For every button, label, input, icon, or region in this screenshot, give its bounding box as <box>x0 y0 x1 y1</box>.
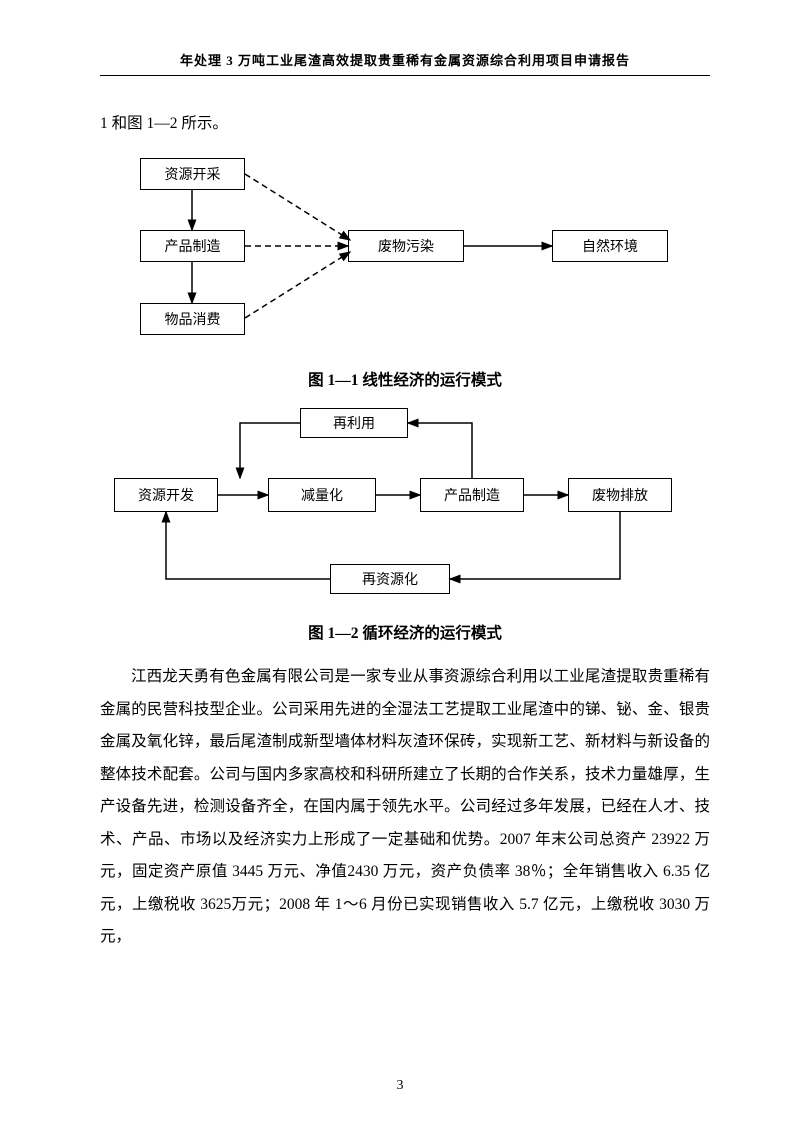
page-number: 3 <box>0 1078 800 1094</box>
caption-figure-1-1: 图 1—1 线性经济的运行模式 <box>100 368 710 390</box>
flow-edge <box>408 423 472 478</box>
caption-figure-1-2: 图 1—2 循环经济的运行模式 <box>100 621 710 643</box>
flow-edge <box>245 174 350 240</box>
flow-edges <box>100 408 710 608</box>
flow-edge <box>245 252 350 318</box>
flow-edge <box>166 512 330 579</box>
diagram-circular-economy: 再利用资源开发减量化产品制造废物排放再资源化 <box>100 408 710 606</box>
intro-text: 1 和图 1—2 所示。 <box>100 111 710 133</box>
body-paragraph: 江西龙天勇有色金属有限公司是一家专业从事资源综合利用以工业尾渣提取贵重稀有金属的… <box>100 661 710 954</box>
flow-edge <box>240 423 300 478</box>
diagram-linear-economy: 资源开采产品制造物品消费废物污染自然环境 <box>100 158 710 353</box>
page-header: 年处理 3 万吨工业尾渣高效提取贵重稀有金属资源综合利用项目申请报告 <box>100 50 710 76</box>
flow-edge <box>450 512 620 579</box>
flow-edges <box>100 158 710 353</box>
